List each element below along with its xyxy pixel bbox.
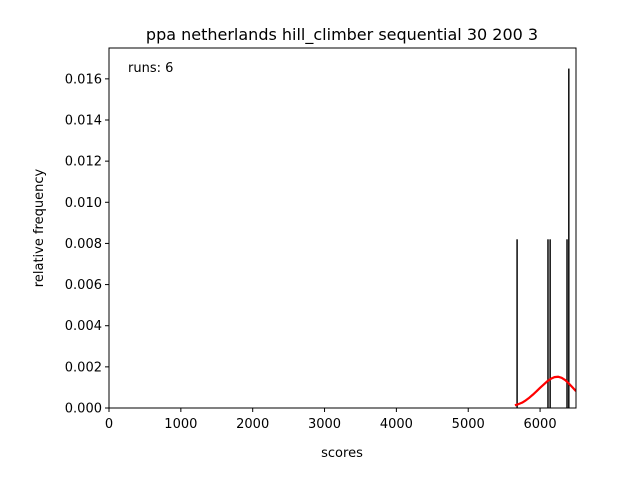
y-tick-label: 0.016 [65,72,102,87]
x-tick-label: 1000 [164,417,197,432]
x-tick-label: 2000 [236,417,269,432]
x-tick-label: 3000 [308,417,341,432]
histogram-bar [568,68,570,408]
x-tick-label: 6000 [524,417,557,432]
histogram-bar [516,239,518,408]
y-tick-label: 0.008 [65,237,102,252]
x-axis-title: scores [321,446,363,461]
chart-title: ppa netherlands hill_climber sequential … [146,25,538,45]
histogram-bar [549,239,551,408]
y-tick-label: 0.000 [65,402,102,417]
y-tick-label: 0.012 [65,155,102,170]
y-axis-ticks: 0.000 0.002 0.004 0.006 0.008 0.010 0.012 0.014… [65,72,109,417]
y-tick-label: 0.004 [65,319,102,334]
density-curve [514,375,576,407]
y-tick-label: 0.006 [65,278,102,293]
histogram-bar [547,239,549,408]
x-axis-ticks: 0 1000 2000 3000 4000 5000 6000 [105,408,557,432]
y-tick-label: 0.014 [65,114,102,129]
y-axis-title: relative frequency [32,169,47,288]
histogram-bar [566,239,568,408]
x-tick-label: 5000 [452,417,485,432]
y-tick-label: 0.010 [65,196,102,211]
density-curve-group [514,375,576,407]
axes [108,47,577,409]
bar-series [516,68,570,408]
x-tick-label: 0 [105,417,113,432]
y-tick-label: 0.002 [65,360,102,375]
x-tick-label: 4000 [380,417,413,432]
runs-annotation: runs: 6 [128,61,173,76]
axes-frame [108,47,577,409]
